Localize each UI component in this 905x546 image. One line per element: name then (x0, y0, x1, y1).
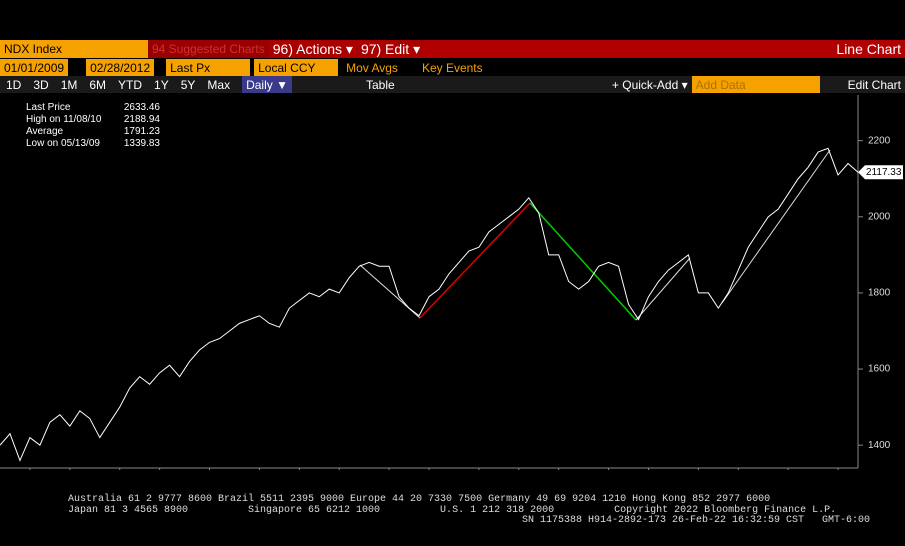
legend-value: 2633.46 (123, 102, 160, 113)
y-tick-label: 2200 (868, 135, 891, 146)
period-button[interactable]: 1Y (154, 77, 169, 92)
legend-row: Average 1791.23 (4, 126, 160, 138)
legend-row: Last Price 2633.46 (4, 102, 160, 114)
legend-label: Average (26, 126, 64, 137)
trend-line (529, 202, 637, 321)
field[interactable]: Last Px (166, 59, 251, 76)
chart: 14001600180020002200MayJunJulAugSepOctNo… (0, 95, 903, 470)
currency[interactable]: Local CCY (254, 59, 339, 76)
trend-line (635, 257, 691, 321)
last-value-label: 2117.33 (866, 167, 902, 178)
legend-value: 1791.23 (123, 126, 160, 137)
footer-line: Australia 61 2 9777 8600 Brazil 5511 239… (68, 494, 771, 505)
footer-line: Japan 81 3 4565 8900 Singapore 65 6212 1… (68, 505, 837, 516)
period-button[interactable]: 5Y (180, 77, 196, 92)
actions-menu[interactable]: 96) Actions ▾ (268, 40, 357, 58)
legend-row: High on 11/08/10 2188.94 (4, 114, 160, 126)
price-line (0, 147, 859, 462)
legend-label: Low on 05/13/09 (26, 138, 100, 149)
legend-row: Low on 05/13/09 1339.83 (4, 138, 160, 150)
key-events[interactable]: Key Events (421, 60, 483, 75)
y-tick-label: 1800 (868, 288, 891, 299)
end-date[interactable]: 02/28/2012 (86, 59, 155, 76)
y-tick-label: 1600 (868, 364, 891, 375)
legend-label: High on 11/08/10 (26, 114, 102, 125)
legend: Last Price 2633.46 High on 11/08/10 2188.94… (4, 102, 160, 150)
period-bar: 1D 3D 1M 6M YTD 1Y 5Y Max Daily ▼ Table + Quick-Ad… (0, 76, 905, 93)
y-tick-label: 2000 (868, 211, 891, 222)
mov-avgs[interactable]: Mov Avgs (346, 60, 398, 75)
footer-line: SN 1175388 H914-2892-173 26-Feb-22 16:32… (522, 515, 871, 526)
period-button[interactable]: YTD (118, 77, 143, 92)
add-data[interactable]: Add Data (691, 76, 820, 93)
last-value-tag (858, 165, 903, 180)
period-button[interactable]: 1D (6, 77, 22, 92)
legend-value: 2188.94 (123, 114, 160, 125)
period-button[interactable]: 3D (33, 77, 49, 92)
frequency[interactable]: Daily ▼ (242, 76, 292, 93)
legend-label: Last Price (26, 102, 71, 113)
legend-value: 1339.83 (123, 138, 160, 149)
edit-chart[interactable]: Edit Chart (847, 77, 901, 92)
trend-line (721, 149, 831, 304)
period-button[interactable]: 6M (89, 77, 107, 92)
trend-line (419, 202, 531, 319)
suggested-charts[interactable]: 94 Suggested Charts (148, 40, 269, 58)
start-date[interactable]: 01/01/2009 (0, 59, 69, 76)
y-tick-label: 1400 (868, 440, 891, 451)
chart-type: Line Chart (836, 41, 901, 57)
date-bar: 01/01/2009 02/28/2012 Last Px Local CCY … (0, 59, 905, 76)
period-button[interactable]: Max (207, 77, 231, 92)
period-button[interactable]: 1M (60, 77, 78, 92)
edit-menu[interactable]: 97) Edit ▾ (356, 40, 425, 58)
security[interactable]: NDX Index (0, 40, 148, 58)
title-bar: NDX Index 94 Suggested Charts 96) Action… (0, 40, 905, 58)
quick-add[interactable]: + Quick-Add ▾ (611, 77, 688, 92)
table-button[interactable]: Table (365, 77, 395, 92)
